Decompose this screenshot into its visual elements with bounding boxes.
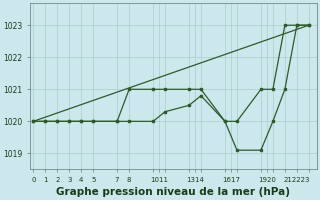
X-axis label: Graphe pression niveau de la mer (hPa): Graphe pression niveau de la mer (hPa) xyxy=(56,187,291,197)
